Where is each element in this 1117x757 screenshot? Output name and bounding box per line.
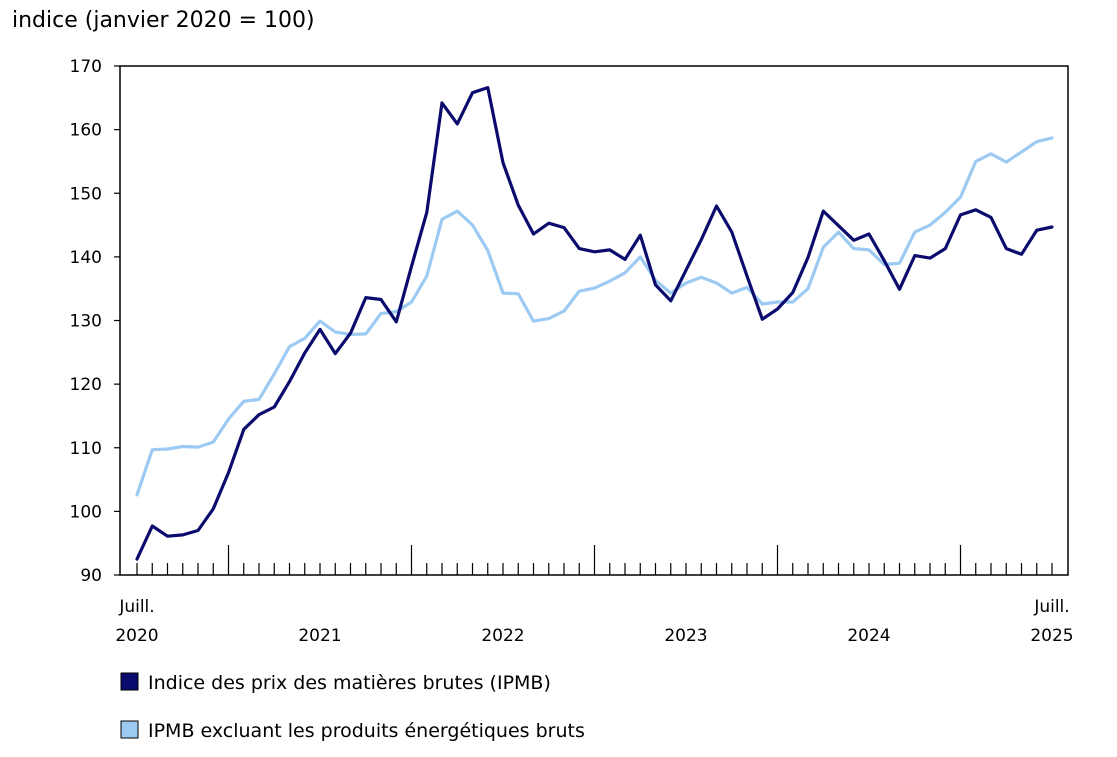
y-axis-ticks: 90 100 110 120 130 140 150 160 170 (70, 57, 120, 586)
x-axis-ticks (136, 545, 1053, 575)
y-tick-label: 160 (70, 121, 102, 141)
y-tick-label: 170 (70, 57, 102, 77)
x-axis-labels: Juill. 2020 2021 2022 2023 2024 Juill. 2025 (115, 597, 1073, 646)
x-tick-label-year: 2025 (1030, 626, 1073, 646)
legend-item-ipmb-excl-energy: IPMB excluant les produits énergétiques … (120, 720, 585, 742)
y-tick-label: 110 (70, 439, 102, 459)
y-tick-label: 140 (70, 248, 102, 268)
legend-label-ipmb: Indice des prix des matières brutes (IPM… (148, 672, 551, 694)
series-line-ipmb (135, 85, 1054, 561)
y-tick-label: 130 (70, 312, 102, 332)
y-tick-label: 90 (80, 566, 102, 586)
legend-item-ipmb: Indice des prix des matières brutes (IPM… (120, 672, 551, 694)
legend-swatch-ipmb-excl-energy (120, 720, 139, 739)
y-tick-label: 150 (70, 184, 102, 204)
legend: Indice des prix des matières brutes (IPM… (120, 672, 585, 742)
y-axis-title: indice (janvier 2020 = 100) (12, 8, 315, 33)
legend-swatch-ipmb (120, 672, 139, 691)
x-tick-label-year: 2021 (298, 626, 341, 646)
series-line-ipmb-excl-energy (135, 136, 1054, 497)
x-tick-label-year: 2024 (847, 626, 890, 646)
y-tick-label: 100 (70, 502, 102, 522)
series-lines (135, 85, 1054, 561)
x-tick-label-month: Juill. (118, 597, 154, 617)
x-tick-label-year: 2020 (115, 626, 158, 646)
x-tick-label-year: 2023 (664, 626, 707, 646)
plot-frame (119, 65, 1069, 576)
y-tick-label: 120 (70, 375, 102, 395)
x-tick-label-year: 2022 (481, 626, 524, 646)
legend-label-ipmb-excl-energy: IPMB excluant les produits énergétiques … (148, 720, 585, 742)
x-tick-label-month: Juill. (1033, 597, 1069, 617)
